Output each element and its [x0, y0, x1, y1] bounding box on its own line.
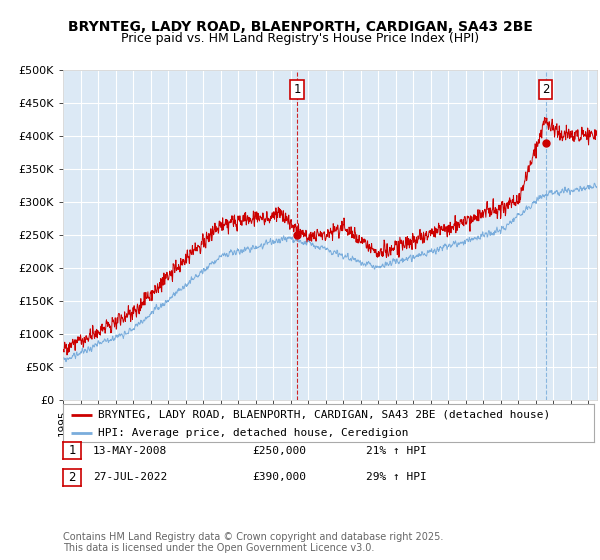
- Text: 2: 2: [68, 470, 76, 484]
- Text: 1: 1: [293, 83, 301, 96]
- Text: 1: 1: [68, 444, 76, 458]
- Text: Contains HM Land Registry data © Crown copyright and database right 2025.
This d: Contains HM Land Registry data © Crown c…: [63, 531, 443, 553]
- Text: £390,000: £390,000: [252, 472, 306, 482]
- Text: 2: 2: [542, 83, 549, 96]
- Text: £250,000: £250,000: [252, 446, 306, 456]
- Text: 27-JUL-2022: 27-JUL-2022: [93, 472, 167, 482]
- Text: 13-MAY-2008: 13-MAY-2008: [93, 446, 167, 456]
- Text: BRYNTEG, LADY ROAD, BLAENPORTH, CARDIGAN, SA43 2BE (detached house): BRYNTEG, LADY ROAD, BLAENPORTH, CARDIGAN…: [98, 410, 550, 420]
- Text: 29% ↑ HPI: 29% ↑ HPI: [366, 472, 427, 482]
- Text: 21% ↑ HPI: 21% ↑ HPI: [366, 446, 427, 456]
- Text: HPI: Average price, detached house, Ceredigion: HPI: Average price, detached house, Cere…: [98, 428, 408, 438]
- Text: BRYNTEG, LADY ROAD, BLAENPORTH, CARDIGAN, SA43 2BE: BRYNTEG, LADY ROAD, BLAENPORTH, CARDIGAN…: [68, 20, 532, 34]
- Text: Price paid vs. HM Land Registry's House Price Index (HPI): Price paid vs. HM Land Registry's House …: [121, 32, 479, 45]
